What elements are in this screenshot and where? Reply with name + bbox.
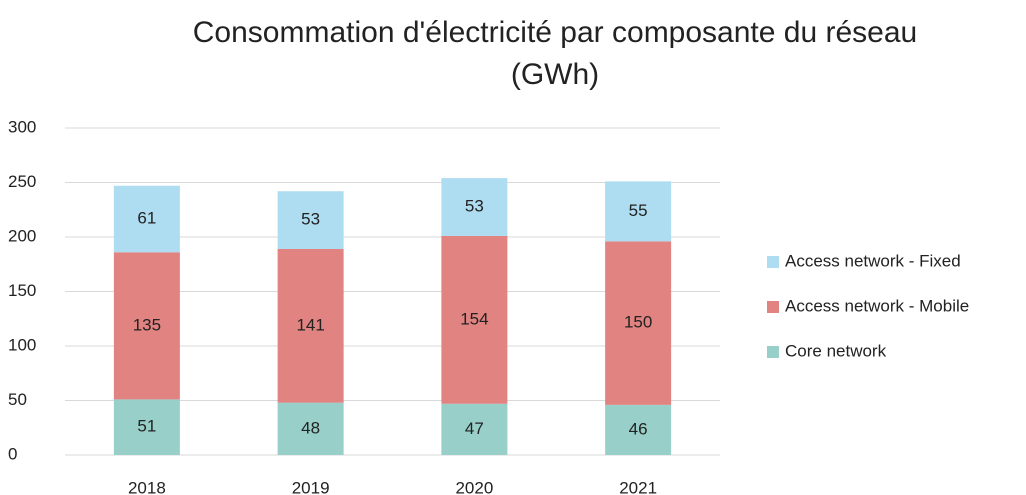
bar-segment (605, 241, 672, 405)
data-label: 55 (629, 201, 648, 220)
data-label: 46 (629, 419, 648, 438)
bar-segment (277, 248, 344, 403)
y-tick-label: 250 (8, 172, 36, 191)
data-label: 48 (301, 418, 320, 437)
data-label: 135 (133, 315, 161, 334)
chart-title: Consommation d'électricité par composant… (192, 16, 918, 91)
data-label: 141 (296, 315, 324, 334)
bar-segment (441, 235, 508, 404)
legend-swatch (767, 346, 779, 358)
bar-segment (113, 252, 180, 400)
y-tick-label: 200 (8, 226, 36, 245)
x-tick-label: 2018 (128, 478, 166, 495)
bar-segment (277, 402, 344, 455)
y-tick-label: 100 (8, 335, 36, 354)
data-label: 150 (624, 313, 652, 332)
data-label: 53 (465, 197, 484, 216)
y-tick-label: 300 (8, 117, 36, 136)
data-label: 51 (137, 417, 156, 436)
data-label: 61 (137, 208, 156, 227)
x-tick-label: 2020 (455, 478, 493, 495)
data-label: 53 (301, 210, 320, 229)
bar-segment (277, 191, 344, 249)
legend-swatch (767, 256, 779, 268)
legend-swatch (767, 301, 779, 313)
data-label: 154 (460, 309, 488, 328)
legend-label: Access network - Mobile (785, 296, 969, 315)
x-tick-label: 2019 (292, 478, 330, 495)
y-tick-label: 150 (8, 281, 36, 300)
bar-segment (441, 178, 508, 236)
y-tick-label: 50 (8, 390, 27, 409)
bar-segment (441, 403, 508, 455)
y-tick-label: 0 (8, 444, 17, 463)
legend-label: Core network (785, 341, 887, 360)
bar-segment (605, 404, 672, 455)
bar-segment (113, 185, 180, 253)
bar-segment (113, 399, 180, 455)
bar-segment (605, 181, 672, 242)
x-tick-label: 2021 (619, 478, 657, 495)
data-label: 47 (465, 419, 484, 438)
legend-label: Access network - Fixed (785, 251, 961, 270)
